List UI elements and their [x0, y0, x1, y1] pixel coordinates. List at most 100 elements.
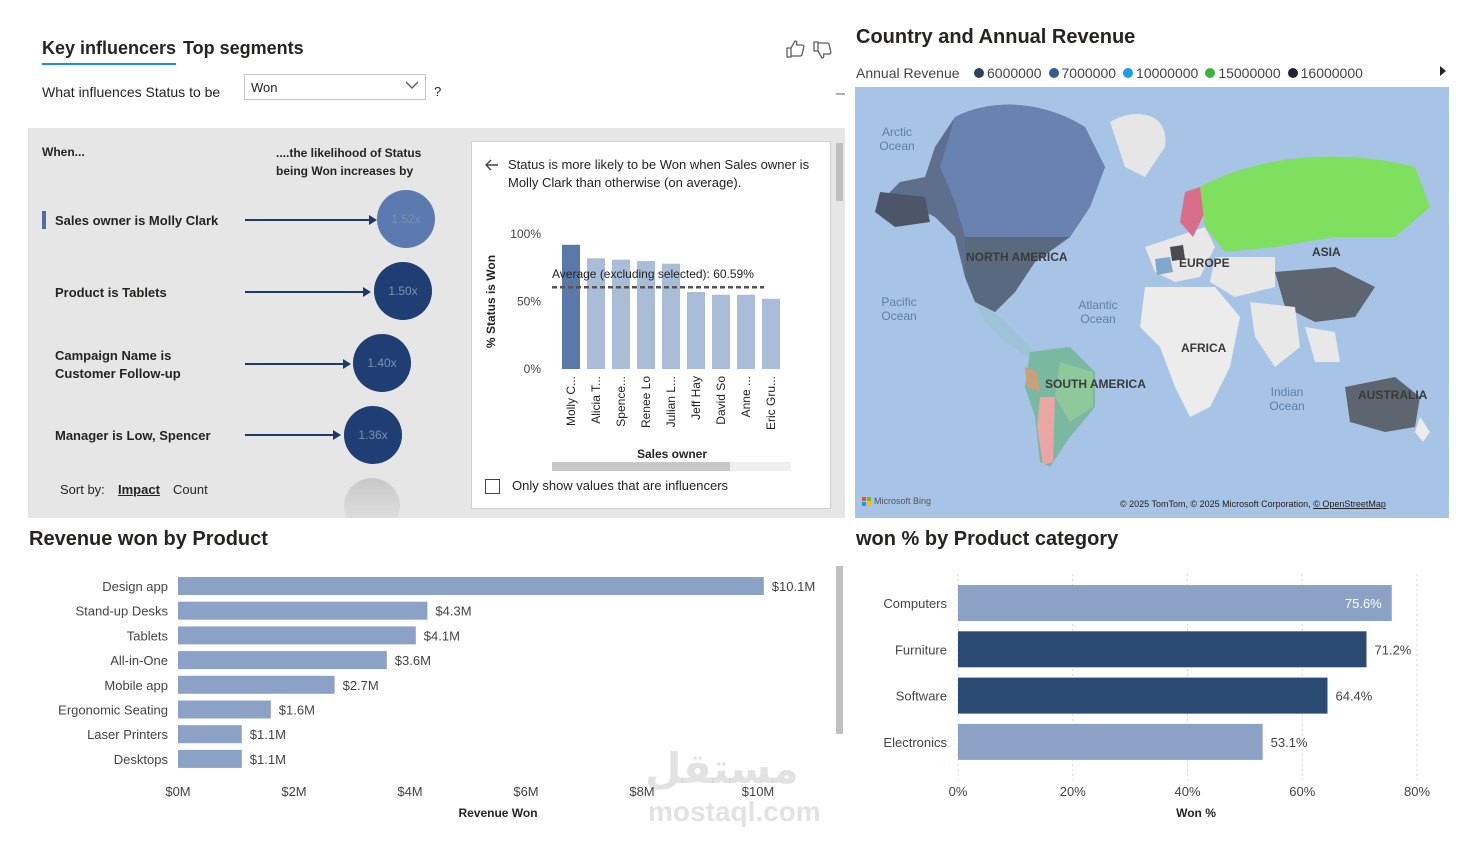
map-legend: 6000000 7000000 10000000 15000000 16000000	[974, 65, 1363, 81]
sort-by-label: Sort by:	[60, 482, 105, 497]
microsoft-logo-icon	[862, 496, 871, 506]
bar	[178, 675, 335, 694]
map-copyright: © 2025 TomTom, © 2025 Microsoft Corporat…	[1120, 499, 1386, 509]
category-label: Laser Printers	[87, 727, 168, 742]
data-label: $2.7M	[343, 678, 379, 693]
factor-label[interactable]: Manager is Low, Spencer	[55, 428, 211, 443]
openstreetmap-link[interactable]: © OpenStreetMap	[1313, 499, 1386, 509]
sort-impact-option[interactable]: Impact	[118, 482, 160, 497]
won-chart: 0% 20% 40% 60% 80% Computers 75.6% Furniture 71.…	[883, 574, 1430, 820]
x-tick-label: Renee Lo	[639, 376, 653, 428]
legend-label: 7000000	[1061, 65, 1117, 81]
tab-top-segments[interactable]: Top segments	[183, 38, 304, 58]
help-icon[interactable]: ?	[434, 84, 442, 99]
bar	[178, 749, 242, 768]
data-label: 64.4%	[1335, 689, 1372, 704]
bing-label: Microsoft Bing	[874, 496, 932, 506]
scrollbar-thumb[interactable]	[836, 143, 843, 201]
when-header: When...	[42, 145, 85, 159]
influencer-detail-card: Status is more likely to be Won when Sal…	[471, 141, 831, 509]
legend-item[interactable]: 7000000	[1048, 65, 1117, 81]
status-dropdown[interactable]: Won	[244, 74, 426, 100]
factor-arrow	[245, 434, 335, 436]
thumbs-down-icon[interactable]	[812, 41, 832, 64]
category-label: Ergonomic Seating	[58, 703, 168, 718]
arrow-head-icon	[343, 359, 351, 369]
selected-indicator	[42, 211, 46, 229]
factor-bubble[interactable]: 1.50x	[374, 262, 432, 320]
ocean-label: Atlantic Ocean	[1078, 298, 1118, 326]
map-title: Country and Annual Revenue	[856, 26, 1136, 48]
map-label: EUROPE	[1179, 256, 1230, 270]
legend-dot-icon	[1287, 68, 1298, 78]
factor-label[interactable]: Campaign Name is Customer Follow-up	[55, 348, 181, 381]
minimize-handle[interactable]	[836, 93, 845, 95]
bar	[562, 244, 580, 369]
legend-item[interactable]: 6000000	[974, 65, 1042, 81]
x-tick-label: 80%	[1404, 784, 1430, 799]
question-label: What influences Status to be	[42, 84, 221, 100]
factor-label[interactable]: Sales owner is Molly Clark	[55, 213, 219, 228]
legend-label: 15000000	[1218, 65, 1281, 81]
x-tick-label: $0M	[165, 784, 190, 799]
sales-owner-chart: 0% 50% 100% % Status is Won Molly C... Alicia…	[484, 227, 791, 471]
map-label: SOUTH AMERICA	[1045, 377, 1146, 391]
back-arrow-icon[interactable]	[484, 158, 500, 177]
x-tick-label: 20%	[1060, 784, 1086, 799]
legend-title: Annual Revenue	[856, 65, 960, 81]
scrollbar-thumb	[552, 462, 730, 471]
factor-label[interactable]: Product is Tablets	[55, 285, 167, 300]
category-label: Furniture	[895, 642, 947, 657]
x-tick-label: $6M	[513, 784, 538, 799]
x-tick-label: Spence...	[614, 376, 628, 427]
data-label: $1.6M	[279, 703, 315, 718]
factor-arrow	[245, 219, 371, 221]
x-tick-label: Eric Gru...	[764, 376, 778, 430]
data-label: $3.6M	[395, 653, 431, 668]
tab-key-influencers[interactable]: Key influencers	[42, 38, 177, 65]
legend-item[interactable]: 16000000	[1287, 65, 1363, 81]
bar	[958, 585, 1392, 621]
map-label: NORTH AMERICA	[966, 250, 1068, 264]
scrollbar-thumb[interactable]	[836, 566, 843, 734]
sort-count-option[interactable]: Count	[173, 482, 208, 497]
bar	[762, 298, 780, 369]
category-label: Software	[896, 689, 947, 704]
won-title: won % by Product category	[856, 528, 1119, 550]
legend-item[interactable]: 10000000	[1123, 65, 1198, 81]
x-tick-label: 60%	[1289, 784, 1315, 799]
x-tick-label: $10M	[742, 784, 775, 799]
legend-next-icon[interactable]	[1438, 64, 1448, 83]
factor-bubble[interactable]: 1.40x	[353, 334, 411, 392]
category-label: Tablets	[127, 628, 169, 643]
bar	[178, 700, 271, 719]
category-label: Stand-up Desks	[76, 604, 169, 619]
thumbs-up-icon[interactable]	[785, 40, 805, 63]
category-label: Desktops	[114, 752, 169, 767]
bar	[178, 601, 428, 620]
map-label: AFRICA	[1181, 341, 1227, 355]
factor-bubble[interactable]: 1.52x	[377, 190, 435, 248]
world-map[interactable]: NORTH AMERICA EUROPE ASIA AFRICA SOUTH A…	[855, 87, 1449, 518]
status-dropdown-value: Won	[251, 80, 278, 95]
checkbox-label: Only show values that are influencers	[512, 478, 729, 493]
arrow-head-icon	[369, 215, 377, 225]
legend-item[interactable]: 15000000	[1205, 65, 1281, 81]
factor-arrow	[245, 291, 365, 293]
map-label: AUSTRALIA	[1358, 388, 1428, 402]
legend-label: 6000000	[987, 65, 1042, 81]
y-tick-label: 100%	[510, 227, 541, 241]
influencers-only-checkbox[interactable]	[485, 479, 500, 494]
x-axis-label: Sales owner	[637, 447, 707, 461]
arrow-head-icon	[333, 430, 341, 440]
watermark-latin: mostaql.com	[648, 796, 821, 827]
bar	[178, 626, 416, 645]
bar	[178, 651, 387, 670]
legend-label: 16000000	[1300, 65, 1363, 81]
legend-label: 10000000	[1136, 65, 1199, 81]
factor-bubble[interactable]: 1.36x	[344, 406, 402, 464]
category-label: Mobile app	[104, 678, 168, 693]
average-label: Average (excluding selected): 60.59%	[552, 267, 754, 281]
bar	[687, 292, 705, 369]
ocean-label: Pacific Ocean	[881, 295, 917, 323]
